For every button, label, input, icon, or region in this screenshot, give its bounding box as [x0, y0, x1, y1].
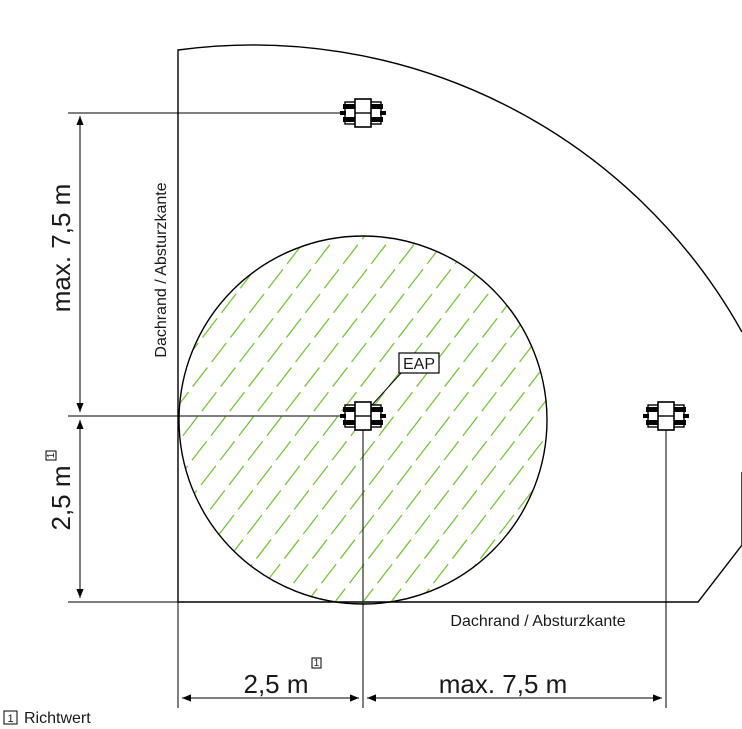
hatch-line [179, 236, 276, 604]
hatch-line [179, 236, 528, 604]
label-vertical-short: 2,5 m [46, 465, 76, 530]
anchor-point-top [339, 98, 387, 128]
hatch-line [282, 236, 547, 604]
hatch-line [179, 236, 416, 604]
footnote-marker-horizontal: 1 [314, 658, 320, 669]
edge-label-vertical: Dachrand / Absturzkante [153, 182, 170, 357]
label-horizontal-max: max. 7,5 m [439, 669, 568, 699]
edge-label-horizontal: Dachrand / Absturzkante [450, 613, 625, 630]
hatch-line [254, 236, 547, 604]
legend-number: 1 [7, 713, 13, 725]
hatch-line [179, 236, 547, 604]
label-horizontal-short: 2,5 m [243, 669, 308, 699]
legend-text: Richtwert [24, 710, 91, 727]
hatch-line [310, 236, 547, 604]
hatch-line [179, 236, 248, 604]
hatch-line [226, 236, 547, 604]
eap-box [398, 352, 440, 374]
label-vertical-max: max. 7,5 m [46, 184, 76, 313]
anchor-point-center [339, 401, 387, 431]
vertical-dimension [68, 112, 360, 603]
hatch-line [179, 236, 444, 604]
protection-area-boundary [177, 44, 742, 603]
footnote-marker-vertical: 1 [46, 452, 57, 458]
legend: 1 Richtwert [3, 710, 91, 727]
horizontal-dimension [177, 420, 667, 708]
eap-leader [371, 371, 403, 406]
hatch-line [179, 236, 500, 604]
legend-box [3, 710, 18, 725]
anchor-point-right [642, 401, 690, 431]
eap-label: EAP [403, 356, 435, 373]
footnote-box-vertical [45, 450, 57, 461]
hatch-line [179, 236, 547, 604]
footnote-box-horizontal [311, 657, 322, 669]
hatch-line [179, 236, 472, 604]
hatch-line [198, 236, 547, 604]
